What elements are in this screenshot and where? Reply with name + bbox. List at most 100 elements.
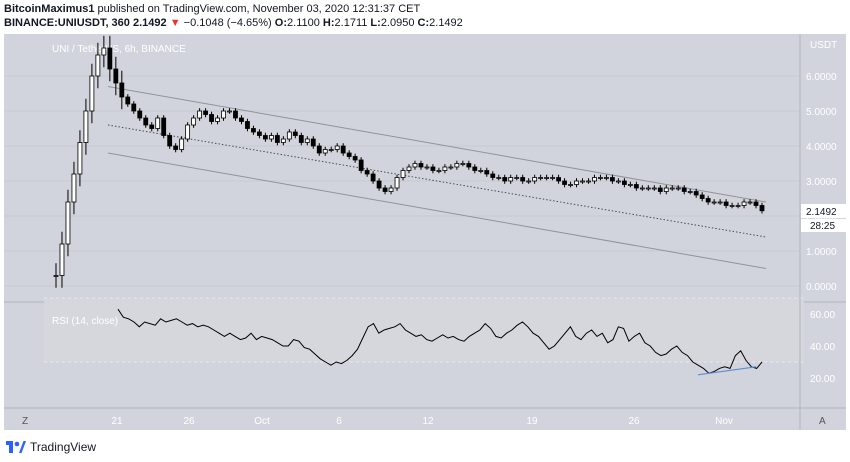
candle-body	[406, 166, 412, 171]
high-value: 2.1711	[334, 17, 368, 29]
auto-scale-icon[interactable]: A	[819, 416, 826, 427]
candle-body	[167, 135, 173, 147]
candle-body	[400, 170, 406, 178]
price-tick-label: 5.0000	[806, 107, 837, 118]
time-axis[interactable]: 21 26 Oct 6 12 19 26 Nov	[111, 416, 732, 427]
price-axis[interactable]: 6.00005.00004.00003.00002.00001.00000.00…	[806, 72, 837, 293]
candle-body	[574, 180, 579, 185]
time-tick-label: 12	[422, 416, 434, 427]
candle-body	[412, 163, 418, 168]
candle-body	[268, 135, 274, 140]
footer: TradingView	[6, 436, 96, 458]
header-line-2: BINANCE:UNIUSDT, 360 2.1492 ▼ −0.1048 (−…	[4, 17, 463, 29]
rsi-line	[117, 308, 763, 376]
candle-body	[179, 138, 185, 150]
candle-body	[286, 131, 292, 140]
chart-svg[interactable]: UNI / TetherUS, 6h, BINANCE RSI (14, clo…	[4, 34, 846, 430]
rsi-band	[44, 298, 804, 362]
candle-body	[550, 177, 555, 179]
candle-body	[298, 135, 304, 143]
candle-body	[382, 187, 388, 192]
rsi-tick-label: 60.00	[810, 310, 835, 321]
time-tick-label: Nov	[715, 416, 733, 427]
candle-body	[580, 180, 585, 183]
time-tick-label: 19	[526, 416, 538, 427]
price-pane: UNI / TetherUS, 6h, BINANCE	[4, 35, 800, 288]
candle-body	[562, 180, 567, 185]
candle-body	[568, 184, 573, 186]
candle-body	[502, 177, 508, 182]
candle-body	[442, 166, 448, 171]
candle-body	[610, 177, 615, 182]
channel-lower-line	[107, 152, 767, 269]
candle-body	[59, 243, 65, 276]
rsi-levels	[44, 297, 804, 363]
price-grid	[4, 75, 800, 287]
rsi-axis[interactable]: 60.00 40.00 20.00	[810, 310, 835, 385]
candle-body	[191, 117, 197, 126]
candle-body	[161, 117, 167, 136]
candle-body	[71, 173, 77, 203]
candle-body	[280, 138, 286, 143]
candle-body	[292, 131, 298, 136]
price-tick-label: 0.0000	[806, 282, 837, 293]
candle-body	[556, 177, 561, 182]
candle-body	[209, 114, 214, 122]
candle-body	[598, 177, 603, 179]
candle-body	[723, 201, 729, 206]
candle-body	[538, 177, 544, 179]
candle-body	[322, 149, 328, 154]
candle-body	[478, 170, 484, 172]
candle-body	[119, 82, 125, 98]
candle-body	[251, 128, 256, 133]
countdown-box	[801, 219, 846, 232]
close-value: 2.1492	[429, 17, 463, 29]
candle-body	[203, 110, 208, 115]
candle-body	[197, 110, 202, 119]
candle-body	[711, 201, 717, 204]
footer-brand[interactable]: TradingView	[30, 440, 97, 454]
open-label: O:	[274, 17, 288, 29]
tradingview-logo-icon[interactable]	[6, 440, 26, 454]
candle-body	[185, 124, 191, 140]
bullish-divergence-line	[697, 366, 757, 376]
candle-body	[131, 103, 137, 112]
candle-body	[113, 68, 119, 84]
countdown-tag: 28:25	[810, 221, 835, 232]
candle-body	[448, 166, 454, 169]
candle-body	[484, 170, 490, 175]
candle-body	[364, 170, 370, 175]
candle-body	[717, 201, 723, 204]
candle-body	[334, 145, 340, 150]
candle-body	[544, 177, 550, 179]
low-label: L:	[370, 17, 381, 29]
down-arrow-icon: ▼	[169, 17, 181, 29]
candle-body	[604, 177, 609, 179]
zoom-icon[interactable]: Z	[22, 416, 28, 427]
author-name[interactable]: BitcoinMaximus1	[4, 3, 95, 15]
candle-body	[101, 47, 107, 56]
last-price-box	[801, 204, 846, 218]
candle-body	[245, 121, 250, 129]
candles	[53, 35, 765, 288]
candle-body	[532, 177, 538, 182]
last-price-tag: 2.1492	[806, 207, 837, 218]
candle-body	[215, 117, 220, 122]
header-line-1: BitcoinMaximus1 published on TradingView…	[4, 3, 420, 15]
candle-body	[274, 135, 280, 143]
time-tick-label: 26	[183, 416, 195, 427]
candle-body	[616, 180, 621, 183]
price-tick-label: 6.0000	[806, 72, 837, 83]
chart-area[interactable]: UNI / TetherUS, 6h, BINANCE RSI (14, clo…	[4, 34, 846, 430]
candle-body	[316, 145, 322, 154]
candle-body	[663, 187, 669, 192]
candle-body	[735, 205, 741, 207]
candle-body	[227, 110, 232, 113]
candle-body	[729, 205, 735, 207]
candle-body	[675, 187, 681, 190]
candle-body	[514, 177, 520, 179]
candle-body	[639, 187, 645, 190]
regression-channel	[107, 86, 767, 269]
time-tick-label: 6	[336, 416, 342, 427]
candle-body	[753, 201, 759, 206]
